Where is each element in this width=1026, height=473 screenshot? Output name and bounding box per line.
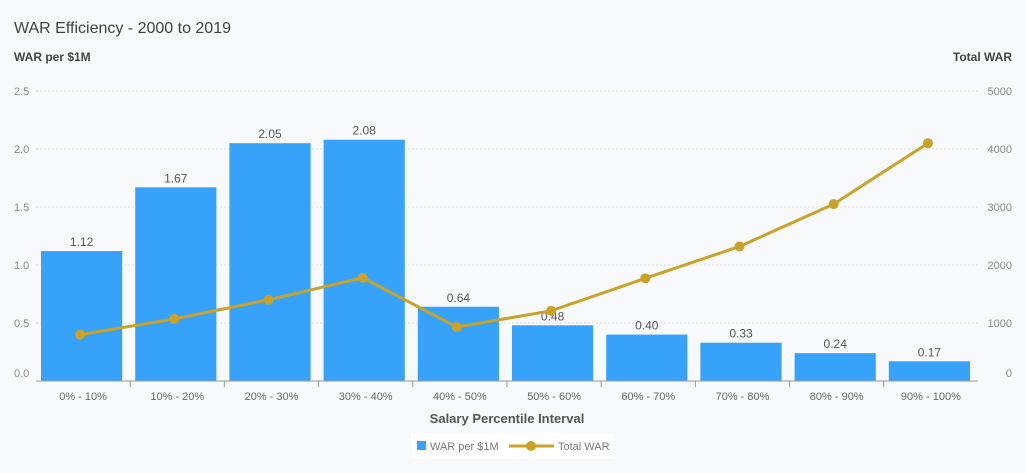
x-tick-label: 50% - 60% <box>527 391 581 403</box>
total-war-point <box>828 199 839 210</box>
y2-tick-label: 2000 <box>988 260 1012 272</box>
bar <box>229 143 311 381</box>
total-war-point <box>922 138 933 149</box>
x-tick-label: 20% - 30% <box>245 391 299 403</box>
legend-bar-swatch <box>417 441 426 450</box>
y2-tick-label: 0 <box>1006 368 1012 380</box>
y-tick-label: 2.5 <box>14 86 29 98</box>
bar-data-label: 0.33 <box>729 327 753 341</box>
bar-data-label: 0.64 <box>447 291 471 305</box>
bar-data-label: 0.17 <box>918 345 942 359</box>
y-tick-label: 0.0 <box>14 368 29 380</box>
total-war-point <box>75 329 86 340</box>
x-tick-label: 40% - 50% <box>433 391 487 403</box>
total-war-point <box>734 241 745 252</box>
total-war-point <box>640 273 651 284</box>
y-axis-title: WAR per $1M <box>14 50 91 64</box>
bar-data-label: 2.08 <box>353 124 377 138</box>
y2-tick-label: 5000 <box>988 86 1012 98</box>
x-tick-label: 60% - 70% <box>621 391 675 403</box>
bar <box>323 139 405 381</box>
y2-axis-title: Total WAR <box>952 50 1012 64</box>
y2-tick-label: 3000 <box>988 202 1012 214</box>
line-series <box>75 138 933 340</box>
bar-data-label: 1.12 <box>70 235 94 249</box>
bar <box>135 187 217 381</box>
bar <box>417 306 499 381</box>
x-tick-label: 0% - 10% <box>59 391 107 403</box>
y-tick-label: 1.5 <box>14 202 29 214</box>
x-tick-label: 30% - 40% <box>339 391 393 403</box>
bar <box>700 342 782 381</box>
legend[interactable]: WAR per $1M Total WAR <box>411 433 614 459</box>
y-tick-label: 0.5 <box>14 318 29 330</box>
total-war-point <box>451 322 462 333</box>
bar <box>794 353 876 381</box>
bar-data-label: 0.24 <box>824 337 848 351</box>
axes: 0.0 0.5 1.0 1.5 2.0 2.5 0 1000 2000 3000 4000 5000 0… <box>14 86 1012 403</box>
bar-data-label: 1.67 <box>164 171 188 185</box>
x-tick-label: 90% - 100% <box>901 391 961 403</box>
x-tick-label: 70% - 80% <box>716 391 770 403</box>
legend-line-marker <box>526 441 536 451</box>
total-war-line <box>79 141 929 337</box>
y-tick-label: 1.0 <box>14 260 29 272</box>
bar <box>606 334 688 381</box>
total-war-point <box>169 313 180 324</box>
x-tick-label: 10% - 20% <box>150 391 204 403</box>
x-axis-title: Salary Percentile Interval <box>430 411 585 426</box>
total-war-point <box>263 294 274 305</box>
bar <box>41 251 123 381</box>
bars: 1.121.672.05 2.080.640.480.400.330.240.17 <box>41 124 970 381</box>
x-tick-label: 80% - 90% <box>810 391 864 403</box>
legend-bar-label[interactable]: WAR per $1M <box>430 441 499 453</box>
total-war-point <box>357 272 368 283</box>
y2-tick-label: 1000 <box>988 318 1012 330</box>
bar-data-label: 2.05 <box>258 127 282 141</box>
y-tick-label: 2.0 <box>14 144 29 156</box>
legend-line-label[interactable]: Total WAR <box>558 441 610 453</box>
y2-tick-label: 4000 <box>988 144 1012 156</box>
chart-title: WAR Efficiency - 2000 to 2019 <box>14 20 231 37</box>
total-war-point <box>546 305 557 316</box>
bar <box>888 361 970 381</box>
bar <box>512 325 594 381</box>
bar-data-label: 0.40 <box>635 319 659 333</box>
